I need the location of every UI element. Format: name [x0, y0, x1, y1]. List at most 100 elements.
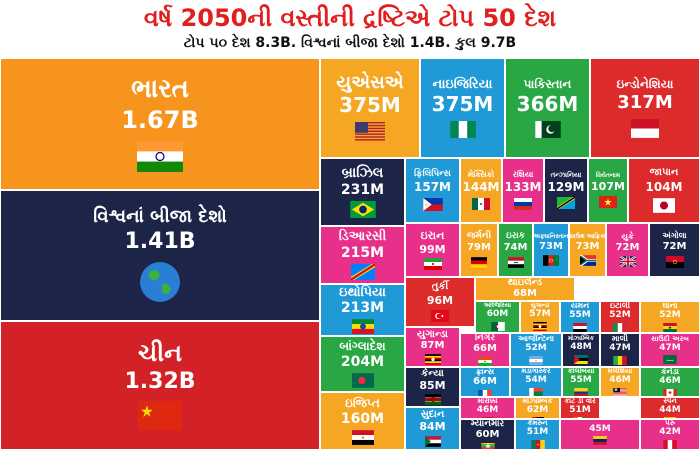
tile-value: 73M: [539, 240, 563, 252]
tile-flag: [531, 416, 544, 418]
tanzania-flag-icon: [557, 197, 575, 210]
tile-flag: [613, 322, 627, 332]
tile-name: અલ્જિરિયા: [483, 302, 512, 310]
uganda-flag-icon: [424, 353, 441, 365]
treemap-tile-peru: પેરુ 42M: [640, 419, 700, 450]
tile-flag: [574, 354, 588, 364]
japan-flag-icon: [653, 197, 675, 213]
tile-flag: [514, 197, 532, 210]
tile-flag: [557, 197, 575, 210]
tile-name: જાપાન: [649, 167, 679, 179]
tile-name: ફ્રાન્સ: [475, 367, 495, 376]
uk-flag-icon: [619, 256, 636, 268]
tile-name: કેનેડા: [661, 367, 679, 376]
tile-name: પાકિસ્તાન: [523, 77, 572, 92]
tile-flag: [613, 355, 627, 365]
afghanistan-flag-icon: [543, 255, 559, 267]
tile-value: 46M: [659, 376, 681, 387]
pakistan-flag-icon: [534, 120, 561, 138]
treemap-tile-colombia: કોલંબિયા 55M: [562, 367, 600, 397]
treemap-tile-madagascar: મડાગાસ્કર 54M: [510, 367, 562, 397]
treemap-tile-iran: ઇરાન 99M: [405, 223, 460, 277]
tile-name: માલી: [612, 334, 628, 344]
iran-flag-icon: [423, 258, 442, 271]
tile-name: ફિલિપિન્સ: [414, 168, 451, 179]
tile-value: 72M: [662, 241, 687, 253]
tile-flag: [534, 120, 561, 138]
treemap-tile-mozambique: મોઝામ્બિક 62M: [515, 397, 560, 419]
treemap-tile-tanzania: તન્ઝાનિયા 129M: [544, 158, 588, 223]
tile-value: 66M: [473, 343, 497, 355]
tile-value: 213M: [340, 300, 385, 317]
treemap-tile-venezuela: 45M: [560, 419, 640, 450]
tile-value: 66M: [473, 376, 497, 388]
philippines-flag-icon: [422, 198, 443, 212]
spain-flag-icon: [664, 416, 676, 418]
tile-flag: [543, 255, 559, 267]
tile-name: જર્મની: [466, 231, 492, 242]
treemap-tile-china: ચીન 1.32B: [0, 321, 320, 450]
tile-name: મલેશિયા: [607, 367, 633, 375]
tile-flag: [422, 198, 443, 212]
venezuela-flag-icon: [593, 436, 607, 446]
tile-value: 366M: [516, 91, 579, 116]
colombia-flag-icon: [574, 387, 588, 396]
treemap-tile-iraq: ઇરાક 74M: [498, 223, 533, 277]
tile-value: 72M: [615, 241, 640, 253]
tile-value: 57M: [529, 309, 551, 320]
tile-value: 317M: [617, 91, 673, 113]
chart-subtitle: ટોપ ૫૦ દેશ 8.3B. વિશ્વનાં બીજા દેશો 1.4B…: [183, 35, 517, 51]
tile-value: 84M: [419, 420, 446, 434]
canada-flag-icon: [663, 388, 677, 396]
saudi-flag-icon: [663, 355, 677, 365]
tile-flag: [573, 322, 587, 332]
tile-flag: [449, 121, 476, 139]
tile-flag: [593, 436, 607, 446]
tile-flag: [665, 255, 684, 268]
tile-name: અફઘાનિસ્તાન: [533, 232, 569, 240]
treemap-tile-cameroon: કેમરુન 51M: [515, 419, 560, 450]
tile-name: કેન્યા: [421, 367, 444, 379]
mali-flag-icon: [613, 355, 627, 365]
chart-header: વર્ષ 2050ની વસ્તીની દ્રષ્ટિએ ટોપ 50 દેશ …: [0, 0, 700, 56]
myanmar-flag-icon: [480, 442, 495, 449]
tile-name: વિયેતનામ: [595, 171, 621, 179]
tile-name: સ્પેન: [663, 397, 677, 405]
tile-name: યુએસએ: [336, 71, 404, 93]
tile-flag: [355, 122, 385, 142]
tile-value: 52M: [659, 310, 681, 321]
tile-value: 1.41B: [124, 229, 196, 255]
usa-flag-icon: [355, 122, 385, 142]
tile-value: 1.67B: [121, 105, 199, 134]
tile-flag: [139, 261, 181, 303]
tile-flag: [663, 439, 677, 449]
brazil-flag-icon: [349, 201, 376, 219]
tile-flag: [478, 389, 492, 396]
treemap-tile-ethiopia: ઇથોપિયા 213M: [320, 284, 405, 336]
tile-flag: [350, 263, 375, 280]
tile-name: મોરોક્કો: [477, 397, 498, 405]
tile-flag: [574, 387, 588, 396]
turkey-flag-icon: [431, 309, 449, 322]
tile-flag: [471, 257, 487, 268]
globe-flag-icon: [140, 262, 180, 303]
tile-value: 96M: [426, 293, 454, 307]
peru-flag-icon: [663, 439, 677, 449]
treemap-tile-spain: સ્પેન 44M: [640, 397, 700, 419]
tile-flag: [529, 355, 543, 365]
treemap-tile-ivorycoast: કોટ ડી વોર 51M: [560, 397, 600, 419]
tile-value: 46M: [609, 375, 631, 386]
tile-value: 144M: [462, 180, 500, 195]
treemap-tile-uganda: યુગાન્ડા 87M: [405, 327, 460, 367]
tile-name: મેક્સિકો: [467, 170, 495, 179]
egypt-flag-icon: [351, 429, 374, 445]
tile-value: 47M: [609, 343, 631, 354]
tile-flag: [579, 255, 596, 267]
southafrica-flag-icon: [579, 255, 596, 267]
tile-name: અંગોલા: [662, 231, 687, 241]
ethiopia-flag-icon: [351, 319, 374, 335]
tile-flag: [619, 256, 636, 268]
tile-name: ઇટાલી: [609, 301, 631, 311]
tile-value: 73M: [575, 240, 600, 252]
tile-name: મ્યાનમાર: [470, 419, 505, 429]
